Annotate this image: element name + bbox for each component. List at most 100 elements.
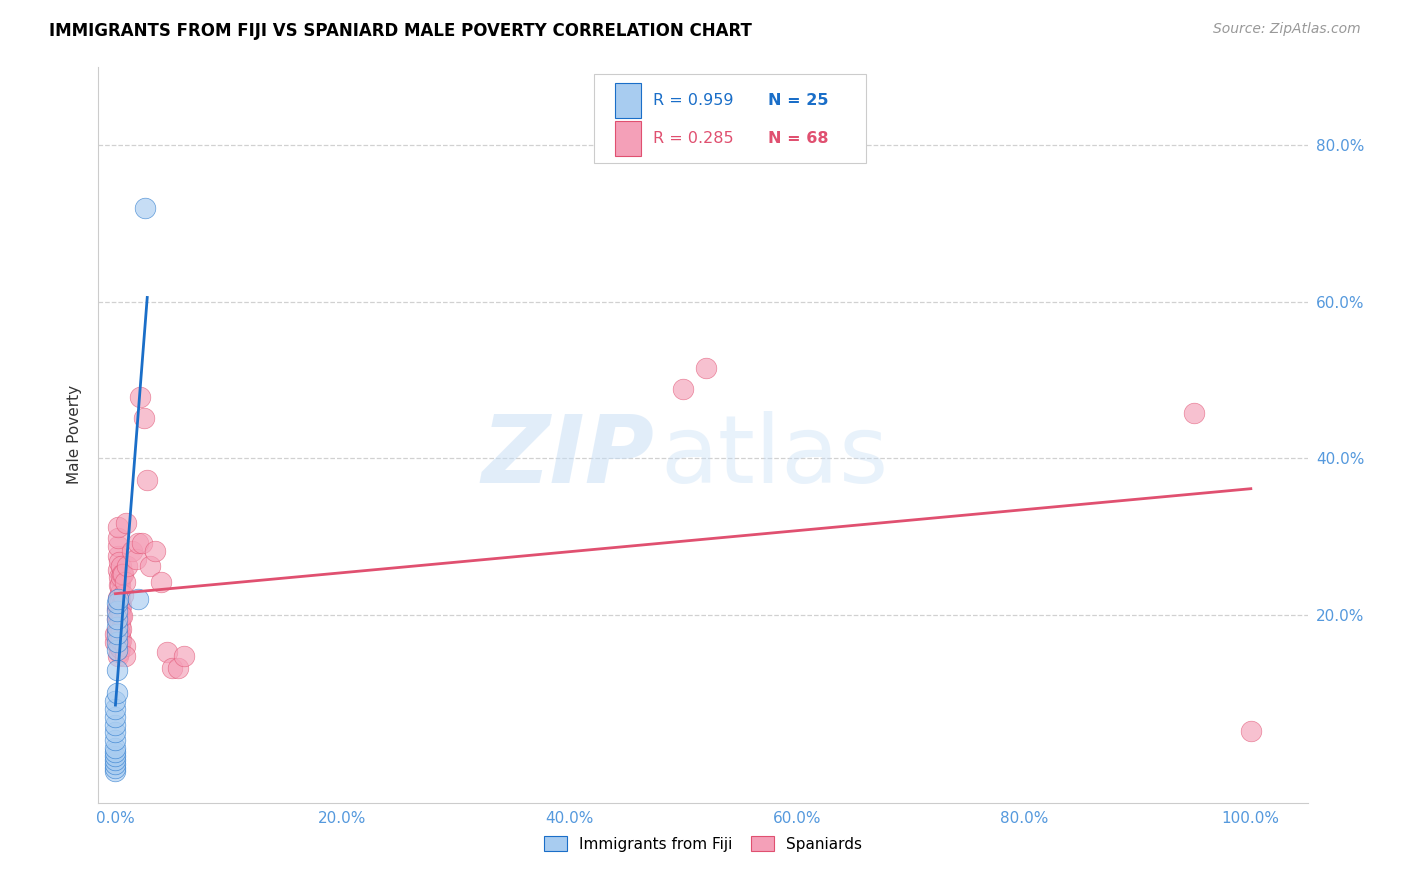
Text: N = 25: N = 25 (768, 93, 828, 108)
Point (127, 536, 149, 550)
Point (111, 609, 134, 624)
Point (104, 694, 127, 708)
Point (695, 361, 717, 376)
Point (108, 601, 131, 615)
Point (134, 201, 156, 215)
Point (104, 748, 127, 763)
Text: Source: ZipAtlas.com: Source: ZipAtlas.com (1213, 22, 1361, 37)
Point (672, 383, 695, 397)
Point (112, 588, 135, 602)
Point (108, 601, 131, 615)
Point (105, 686, 128, 700)
Point (167, 661, 190, 675)
Bar (614, 83, 641, 119)
Text: atlas: atlas (661, 411, 889, 503)
Point (112, 567, 135, 582)
Point (136, 473, 159, 487)
Point (108, 630, 131, 644)
Point (108, 594, 131, 608)
Point (107, 539, 129, 553)
Point (131, 536, 153, 550)
Point (107, 635, 129, 649)
Point (105, 643, 128, 657)
Legend: Immigrants from Fiji, Spaniards: Immigrants from Fiji, Spaniards (538, 830, 868, 858)
Point (1240, 723, 1263, 738)
Point (107, 531, 129, 545)
Point (108, 617, 131, 632)
Point (173, 648, 195, 663)
Point (108, 625, 131, 640)
Point (110, 570, 132, 584)
Point (104, 764, 127, 779)
Point (114, 648, 136, 663)
Point (114, 575, 136, 590)
Point (149, 575, 172, 590)
Point (1182, 406, 1205, 420)
Point (107, 562, 129, 576)
Point (108, 609, 131, 624)
Point (108, 640, 131, 655)
Point (160, 661, 183, 675)
Point (105, 601, 128, 615)
Bar (614, 121, 641, 156)
Point (108, 632, 131, 647)
Point (115, 559, 138, 574)
Point (108, 625, 131, 640)
Point (104, 717, 127, 731)
Text: IMMIGRANTS FROM FIJI VS SPANIARD MALE POVERTY CORRELATION CHART: IMMIGRANTS FROM FIJI VS SPANIARD MALE PO… (49, 22, 752, 40)
Point (104, 709, 127, 723)
Point (107, 612, 129, 626)
Point (105, 627, 128, 641)
Text: ZIP: ZIP (482, 411, 655, 503)
Point (107, 648, 129, 663)
Text: N = 68: N = 68 (768, 131, 828, 146)
Point (143, 543, 166, 558)
Point (105, 635, 128, 649)
Point (105, 612, 128, 626)
Point (108, 594, 131, 608)
Point (110, 559, 132, 574)
Point (108, 578, 131, 592)
Point (105, 624, 128, 638)
Point (105, 596, 128, 610)
Point (127, 592, 149, 607)
Point (107, 591, 129, 605)
Point (107, 549, 129, 564)
FancyBboxPatch shape (595, 74, 866, 162)
Point (108, 555, 131, 569)
Point (108, 578, 131, 592)
Point (111, 567, 134, 582)
Point (107, 600, 129, 615)
Point (105, 612, 128, 626)
Point (104, 745, 127, 759)
Point (121, 543, 143, 558)
Point (104, 725, 127, 739)
Point (105, 604, 128, 618)
Point (110, 609, 132, 624)
Point (129, 390, 152, 404)
Point (104, 753, 127, 767)
Point (104, 733, 127, 747)
Point (108, 586, 131, 600)
Point (104, 761, 127, 775)
Point (110, 632, 132, 647)
Point (105, 620, 128, 634)
Point (155, 645, 177, 659)
Point (108, 645, 131, 659)
Point (107, 622, 129, 636)
Point (108, 609, 131, 624)
Point (108, 638, 131, 652)
Point (104, 741, 127, 756)
Point (107, 520, 129, 534)
Point (104, 635, 127, 649)
Point (107, 592, 129, 607)
Point (138, 559, 160, 574)
Point (114, 516, 136, 530)
Point (104, 702, 127, 716)
Point (110, 599, 132, 613)
Y-axis label: Male Poverty: Male Poverty (67, 385, 83, 484)
Point (114, 639, 136, 653)
Point (104, 627, 127, 641)
Point (105, 663, 128, 677)
Point (132, 410, 155, 425)
